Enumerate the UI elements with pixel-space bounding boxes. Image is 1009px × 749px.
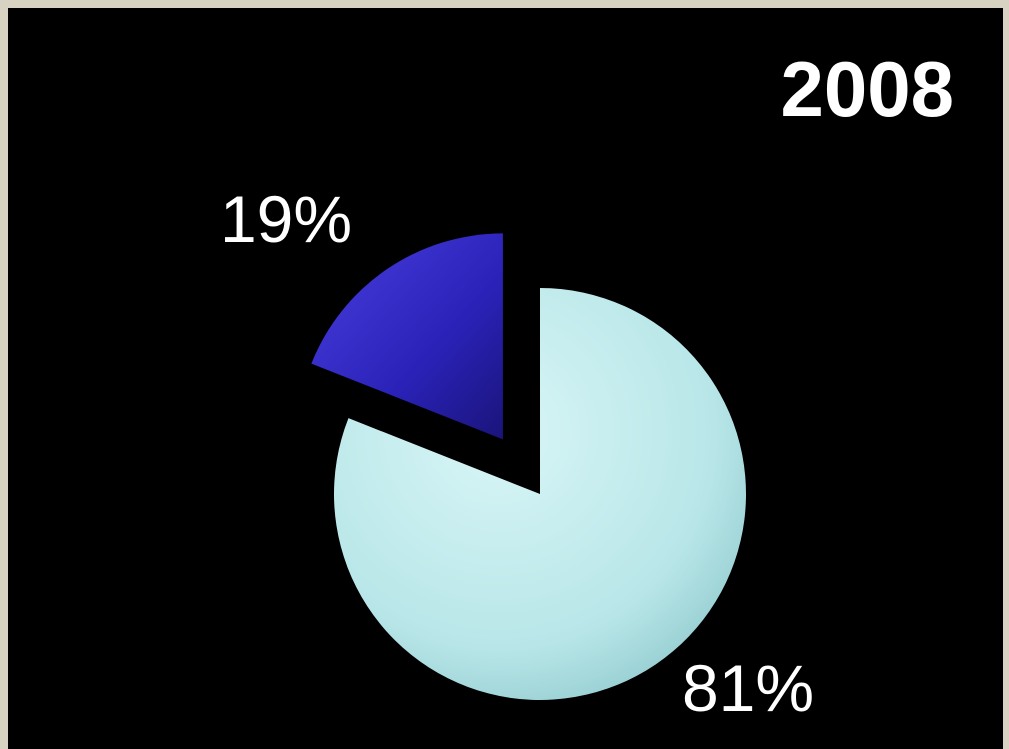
chart-title: 2008	[780, 45, 954, 133]
data-label-slice-1: 19%	[220, 182, 352, 256]
chart-panel: 2008 19% 81%	[8, 8, 1003, 749]
pie-slice-2	[334, 288, 747, 700]
pie-slice-1	[311, 233, 503, 440]
pie-slices	[311, 233, 747, 700]
data-label-slice-2: 81%	[682, 651, 814, 725]
pie-chart: 2008 19% 81%	[220, 45, 954, 725]
